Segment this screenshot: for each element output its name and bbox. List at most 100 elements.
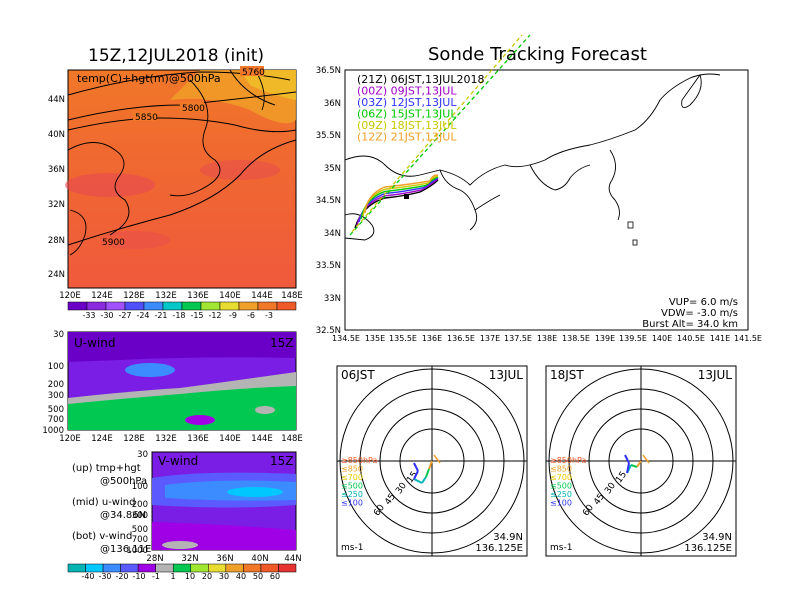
u-x-tick: 120E <box>59 434 81 444</box>
colorbar-label: -30 <box>100 311 113 320</box>
hodo-trace-segment <box>413 462 419 472</box>
wind-colorbar-swatch <box>190 563 209 573</box>
colorbar-swatch <box>67 301 88 311</box>
track-x-tick: 135E <box>365 334 385 343</box>
note-bot: (bot) v-wind <box>72 531 133 542</box>
hodo-trace-segment <box>624 454 630 464</box>
hodo-level-label: ≥850hPa <box>550 456 587 465</box>
hodo-trace-segment <box>428 460 433 470</box>
track-y-tick: 34N <box>324 229 341 239</box>
u-x-tick: 148E <box>281 434 303 444</box>
hodo-time: 06JST <box>341 368 375 382</box>
v-wind-time: 15Z <box>270 454 294 468</box>
wind-colorbar-label: 40 <box>236 572 246 581</box>
map-label: temp(C)+hgt(m)@500hPa <box>77 72 221 85</box>
contour-label: 5850 <box>135 113 158 123</box>
track-legend-entry: (00Z) 09JST,13JUL <box>357 85 457 98</box>
u-y-tick: 200 <box>48 380 64 390</box>
u-y-tick: 700 <box>48 415 64 425</box>
hodo-level-label: ≤250 <box>550 490 572 499</box>
u-x-tick: 140E <box>219 434 241 444</box>
wind-colorbar-swatch <box>67 563 86 573</box>
u-x-tick: 144E <box>251 434 273 444</box>
colorbar-swatch <box>86 301 107 311</box>
colorbar-swatch <box>238 301 259 311</box>
wind-colorbar-label: 20 <box>202 572 212 581</box>
map-y-tick: 24N <box>48 270 65 280</box>
hodo-level-label: ≤500 <box>341 482 363 491</box>
wind-colorbar-swatch <box>120 563 139 573</box>
track-x-tick: 139E <box>595 334 615 343</box>
v-wind-label: V-wind <box>158 454 198 468</box>
u-wind-time: 15Z <box>270 336 294 350</box>
track-x-tick: 136.5E <box>447 334 475 343</box>
wind-colorbar-swatch <box>137 563 156 573</box>
hodo-lat: 34.9N <box>493 532 523 543</box>
colorbar-swatch <box>276 301 297 311</box>
hodo-level-label: ≤700 <box>341 473 363 482</box>
wind-colorbar-label: -30 <box>98 572 111 581</box>
track-x-tick: 140E <box>652 334 672 343</box>
wind-colorbar-swatch <box>260 563 279 573</box>
colorbar-label: -9 <box>229 311 237 320</box>
map-x-tick: 128E <box>123 291 145 301</box>
map-x-tick: 124E <box>91 291 113 301</box>
track-legend-entry: (06Z) 15JST,13JUL <box>357 108 457 121</box>
contour-label: 5760 <box>242 68 265 78</box>
wind-colorbar-swatch <box>85 563 104 573</box>
colorbar-swatch <box>219 301 240 311</box>
hodo-ring-label: 30 <box>603 481 618 496</box>
wind-colorbar-label: -10 <box>132 572 145 581</box>
track-x-tick: 136E <box>422 334 442 343</box>
wind-colorbar-label: -20 <box>115 572 128 581</box>
hodo-lon: 136.125E <box>684 543 732 554</box>
u-x-tick: 132E <box>155 434 177 444</box>
u-y-tick: 100 <box>48 362 64 372</box>
map-y-tick: 40N <box>48 130 65 140</box>
panel-notes: (up) tmp+hgt @500hPa (mid) u-wind @34.86… <box>72 462 151 556</box>
hodo-trace-segment <box>630 464 638 468</box>
chart-title: Sonde Tracking Forecast <box>428 44 647 65</box>
colorbar-swatch <box>181 301 202 311</box>
wind-colorbar-label: 30 <box>219 572 229 581</box>
track-y-tick: 35N <box>324 164 341 174</box>
track-x-tick: 140.5E <box>677 334 705 343</box>
wind-colorbar-label: 1 <box>170 572 175 581</box>
hodo-lon: 136.125E <box>475 543 523 554</box>
hodo-level-label: ≤100 <box>550 499 572 508</box>
v-x-tick: 32N <box>181 554 198 564</box>
wind-colorbar-swatch <box>225 563 244 573</box>
note-up: (up) tmp+hgt <box>72 463 141 474</box>
hodo-trace-segment <box>425 468 430 478</box>
v-x-tick: 44N <box>284 554 301 564</box>
track-x-tick: 138E <box>537 334 557 343</box>
hodo-ring-label: 30 <box>394 481 409 496</box>
colorbar-label: -3 <box>265 311 273 320</box>
contour-label: 5800 <box>182 104 205 114</box>
contour-label: 5900 <box>102 238 125 248</box>
burst-stat: Burst Alt= 34.0 km <box>642 319 738 330</box>
wind-colorbar-label: 10 <box>185 572 195 581</box>
track-x-tick: 137.5E <box>504 334 532 343</box>
colorbar-swatch <box>124 301 145 311</box>
hodo-ring-label: 15 <box>614 470 629 485</box>
hodo-date: 13JUL <box>698 368 733 382</box>
u-y-tick: 30 <box>53 330 64 340</box>
note-up-level: @500hPa <box>100 476 148 487</box>
track-y-tick: 33.5N <box>316 261 341 271</box>
colorbar-label: -24 <box>136 311 149 320</box>
colorbar-label: -18 <box>172 311 185 320</box>
track-y-tick: 35.5N <box>316 131 341 141</box>
map-x-tick: 132E <box>155 291 177 301</box>
track-y-tick: 36.5N <box>316 66 341 76</box>
wind-colorbar-swatch <box>243 563 262 573</box>
hodo-level-label: ≤250 <box>341 490 363 499</box>
u-x-tick: 124E <box>91 434 113 444</box>
wind-colorbar-label: -1 <box>152 572 160 581</box>
v-x-tick: 40N <box>251 554 268 564</box>
colorbar-label: -15 <box>190 311 203 320</box>
u-y-tick: 1000 <box>42 426 64 436</box>
hodo-ring-label: 45 <box>592 492 607 507</box>
colorbar-swatch <box>143 301 164 311</box>
track-x-tick: 139.5E <box>619 334 647 343</box>
